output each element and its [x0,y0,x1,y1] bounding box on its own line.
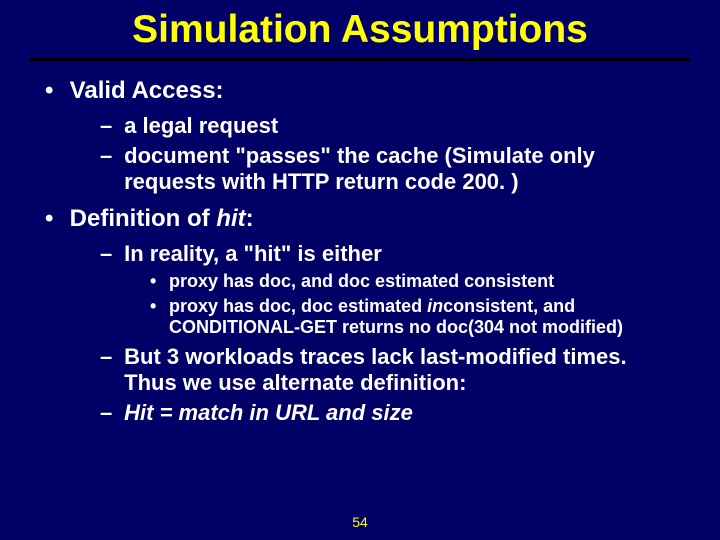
subsubbullet-text: proxy has doc, doc estimated inconsisten… [169,296,679,338]
def-post: : [246,205,254,232]
subbullet-text: In reality, a "hit" is either [124,241,684,267]
subbullet-def-2: – But 3 workloads traces lack last-modif… [45,344,690,396]
def1b-italic: in [427,296,443,316]
slide-body: • Valid Access: – a legal request – docu… [0,61,720,426]
bullet-text: Definition of hit: [70,205,670,233]
subsubbullet-def-1a: • proxy has doc, and doc estimated consi… [45,271,690,292]
bullet-definition: • Definition of hit: [45,205,690,233]
page-number-value: 54 [352,514,368,530]
def-italic: hit [216,205,245,232]
dash-icon: – [100,241,118,267]
def-pre: Definition of [70,205,217,232]
subbullet-def-1: – In reality, a "hit" is either [45,241,690,267]
bullet-text: Valid Access: [70,77,670,105]
bullet-valid-access: • Valid Access: [45,77,690,105]
bullet-dot-icon: • [150,296,164,317]
bullet-dot-icon: • [45,77,63,105]
subbullet-text: a legal request [124,113,684,139]
subbullet-def-3: – Hit = match in URL and size [45,400,690,426]
slide-title: Simulation Assumptions [0,0,720,58]
subbullet-text: document "passes" the cache (Simulate on… [124,143,684,195]
title-text: Simulation Assumptions [132,8,588,51]
subbullet-text: But 3 workloads traces lack last-modifie… [124,344,684,396]
subbullet-va-2: – document "passes" the cache (Simulate … [45,143,690,195]
subbullet-text: Hit = match in URL and size [124,400,684,426]
subsubbullet-def-1b: • proxy has doc, doc estimated inconsist… [45,296,690,338]
subbullet-va-1: – a legal request [45,113,690,139]
slide: Simulation Assumptions • Valid Access: –… [0,0,720,540]
page-number: 54 [0,514,720,530]
dash-icon: – [100,400,118,426]
bullet-dot-icon: • [150,271,164,292]
subsubbullet-text: proxy has doc, and doc estimated consist… [169,271,679,292]
dash-icon: – [100,344,118,370]
bullet-dot-icon: • [45,205,63,233]
def1b-pre: proxy has doc, doc estimated [169,296,427,316]
dash-icon: – [100,113,118,139]
dash-icon: – [100,143,118,169]
